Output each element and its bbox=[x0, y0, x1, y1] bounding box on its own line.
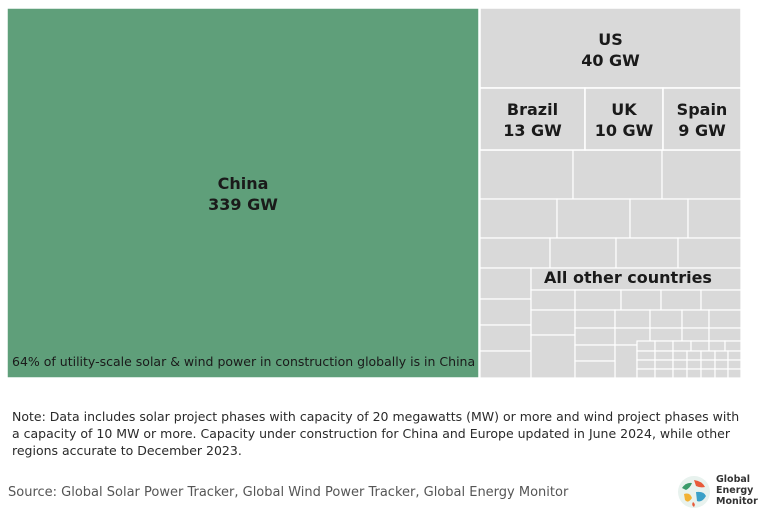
label-china-value: 339 GW bbox=[208, 195, 278, 214]
other-country-tile bbox=[686, 350, 702, 361]
other-country-tile bbox=[672, 340, 692, 352]
logo-line-1: Global bbox=[716, 474, 751, 485]
other-country-tile bbox=[479, 298, 532, 326]
other-country-tile bbox=[714, 368, 729, 379]
other-country-tile bbox=[681, 309, 710, 329]
other-country-tile bbox=[614, 344, 638, 379]
other-country-tile bbox=[672, 368, 688, 379]
label-all-other-countries: All other countries bbox=[544, 268, 712, 287]
other-country-tile bbox=[708, 309, 742, 329]
other-country-tile bbox=[556, 198, 631, 239]
label-spain-value: 9 GW bbox=[678, 121, 726, 140]
other-country-tile bbox=[690, 340, 710, 352]
other-country-tile bbox=[530, 289, 576, 311]
other-country-tile bbox=[654, 350, 674, 361]
other-country-tile bbox=[479, 237, 551, 269]
other-country-tile bbox=[574, 360, 616, 379]
other-country-tile bbox=[479, 198, 558, 239]
other-country-tile bbox=[700, 350, 716, 361]
other-country-tile bbox=[572, 149, 663, 200]
other-country-tile bbox=[636, 350, 656, 361]
other-country-tile bbox=[479, 267, 532, 300]
other-country-tile bbox=[686, 368, 702, 379]
label-uk-name: UK bbox=[611, 100, 637, 119]
other-country-tile bbox=[654, 368, 674, 379]
tile-spain bbox=[662, 87, 742, 151]
other-country-tile bbox=[574, 344, 616, 362]
other-country-tile bbox=[636, 340, 656, 352]
globe-icon bbox=[678, 476, 710, 508]
treemap-chart: China 339 GW US 40 GW Brazil 13 GW UK 10 GW Spai… bbox=[6, 7, 742, 379]
other-country-tile bbox=[677, 237, 742, 269]
other-country-tile bbox=[549, 237, 617, 269]
other-country-tile bbox=[686, 359, 702, 370]
label-china-name: China bbox=[218, 174, 269, 193]
chart-source: Source: Global Solar Power Tracker, Glob… bbox=[8, 485, 569, 500]
other-country-tile bbox=[727, 350, 742, 361]
tile-uk bbox=[584, 87, 664, 151]
label-us-name: US bbox=[598, 30, 623, 49]
label-uk-value: 10 GW bbox=[595, 121, 654, 140]
other-country-tile bbox=[649, 327, 683, 342]
other-country-tile bbox=[654, 359, 674, 370]
label-spain-name: Spain bbox=[677, 100, 728, 119]
other-country-tile bbox=[708, 327, 742, 342]
other-country-tile bbox=[574, 309, 616, 329]
other-country-tile bbox=[654, 340, 674, 352]
other-country-tile bbox=[479, 324, 532, 352]
other-country-tile bbox=[714, 359, 729, 370]
other-country-tile bbox=[714, 350, 729, 361]
other-country-tile bbox=[530, 309, 576, 336]
other-country-tile bbox=[574, 327, 616, 346]
other-country-tile bbox=[687, 198, 742, 239]
other-country-tile bbox=[479, 350, 532, 379]
other-country-tile bbox=[700, 368, 716, 379]
logo-text: Global Energy Monitor bbox=[716, 474, 758, 507]
logo-line-2: Energy bbox=[716, 485, 754, 496]
other-country-tile bbox=[649, 309, 683, 329]
other-country-tile bbox=[724, 340, 742, 352]
other-country-tile bbox=[636, 368, 656, 379]
other-country-tile bbox=[479, 149, 574, 200]
other-country-tile bbox=[574, 289, 622, 311]
gem-logo: Global Energy Monitor bbox=[676, 472, 758, 516]
other-country-tile bbox=[530, 334, 576, 379]
other-country-tile bbox=[672, 350, 688, 361]
label-us-value: 40 GW bbox=[581, 51, 640, 70]
other-country-tile bbox=[636, 359, 656, 370]
chart-note: Note: Data includes solar project phases… bbox=[12, 409, 740, 458]
label-brazil-name: Brazil bbox=[507, 100, 558, 119]
other-country-tile bbox=[614, 309, 651, 329]
logo-line-3: Monitor bbox=[716, 496, 758, 507]
other-country-tile bbox=[672, 359, 688, 370]
other-country-tile bbox=[708, 340, 726, 352]
other-country-tile bbox=[620, 289, 662, 311]
label-brazil-value: 13 GW bbox=[503, 121, 562, 140]
other-country-tile bbox=[727, 368, 742, 379]
other-country-tile bbox=[661, 149, 742, 200]
other-country-tile bbox=[700, 289, 742, 311]
tile-china bbox=[6, 7, 480, 379]
other-country-tile bbox=[629, 198, 689, 239]
other-country-tile bbox=[727, 359, 742, 370]
other-country-tile bbox=[615, 237, 679, 269]
china-annotation: 64% of utility-scale solar & wind power … bbox=[12, 354, 475, 369]
tile-brazil bbox=[479, 87, 586, 151]
other-country-tile bbox=[700, 359, 716, 370]
other-country-tile bbox=[660, 289, 702, 311]
other-country-tile bbox=[681, 327, 710, 342]
